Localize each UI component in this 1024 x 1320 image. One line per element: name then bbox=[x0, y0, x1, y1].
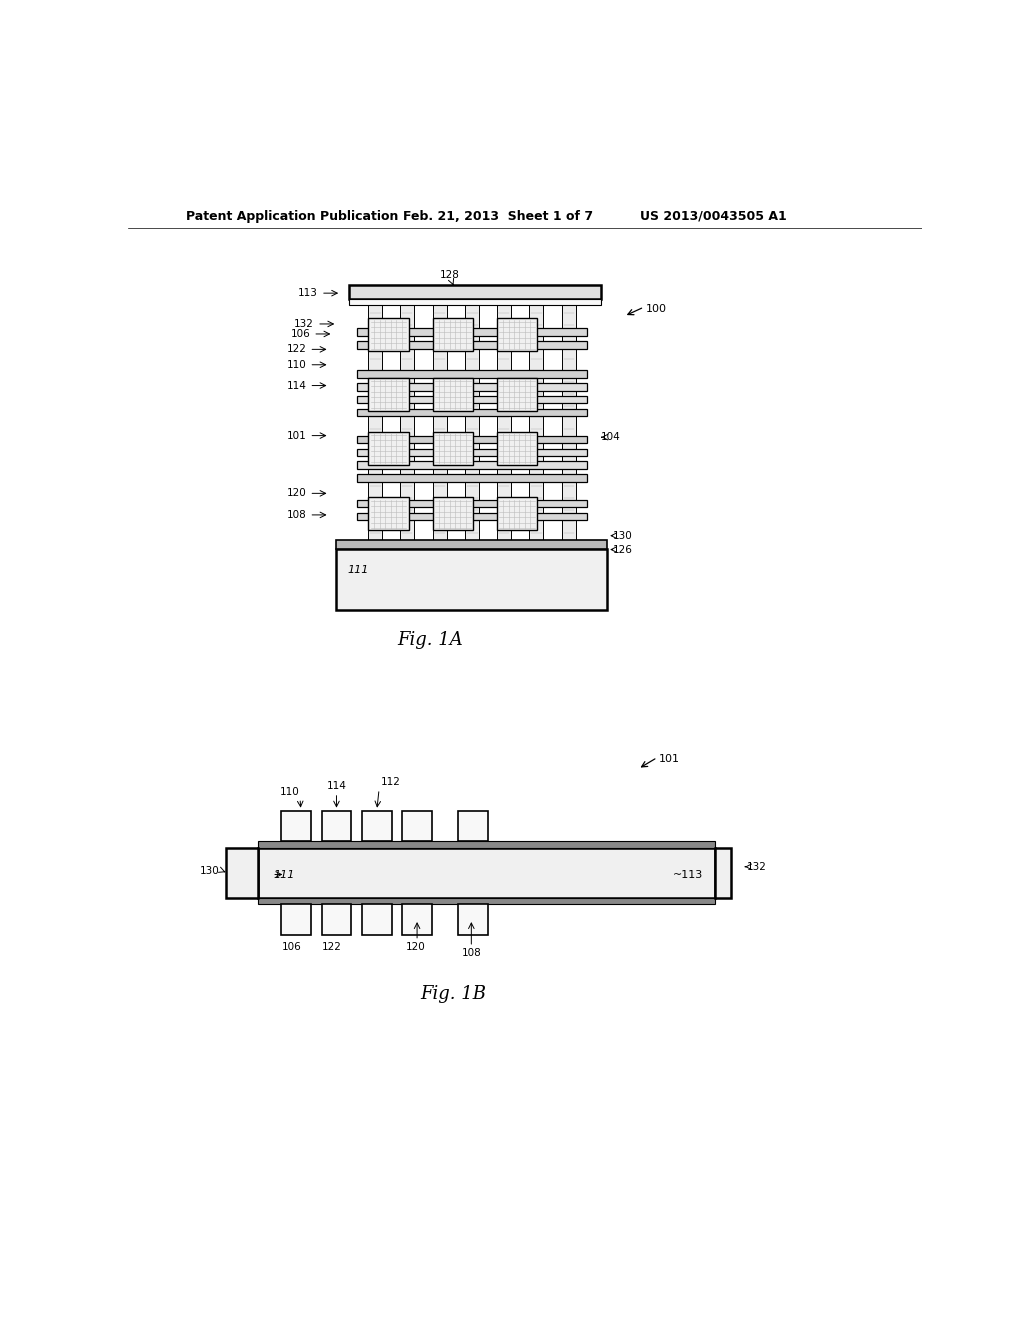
Bar bbox=[225, 847, 258, 898]
Text: 130: 130 bbox=[200, 866, 219, 875]
Bar bbox=[357, 499, 587, 507]
Bar bbox=[432, 318, 473, 351]
Bar bbox=[362, 904, 391, 935]
Bar bbox=[357, 396, 587, 404]
Bar bbox=[282, 810, 311, 841]
Text: 111: 111 bbox=[347, 565, 369, 576]
Text: 132: 132 bbox=[746, 862, 766, 871]
Bar bbox=[497, 318, 538, 351]
Bar bbox=[357, 383, 587, 391]
Text: 128: 128 bbox=[439, 271, 460, 280]
Text: 110: 110 bbox=[287, 360, 306, 370]
Bar bbox=[458, 904, 487, 935]
Bar bbox=[432, 378, 473, 411]
Text: 122: 122 bbox=[322, 942, 342, 952]
Bar bbox=[497, 432, 538, 465]
Text: US 2013/0043505 A1: US 2013/0043505 A1 bbox=[640, 210, 786, 223]
Text: ~113: ~113 bbox=[673, 870, 703, 879]
Bar bbox=[400, 305, 414, 540]
Bar bbox=[357, 409, 587, 416]
Text: Patent Application Publication: Patent Application Publication bbox=[186, 210, 398, 223]
Bar bbox=[402, 810, 432, 841]
Text: 108: 108 bbox=[287, 510, 306, 520]
Bar bbox=[369, 378, 409, 411]
Text: 114: 114 bbox=[327, 781, 346, 792]
Text: 112: 112 bbox=[381, 777, 400, 788]
Bar bbox=[357, 341, 587, 348]
Bar bbox=[529, 305, 544, 540]
Bar bbox=[349, 300, 601, 305]
Bar bbox=[432, 305, 446, 540]
Text: 111: 111 bbox=[273, 870, 295, 879]
Bar bbox=[322, 810, 351, 841]
Bar bbox=[497, 498, 538, 531]
Bar bbox=[497, 305, 511, 540]
Text: 120: 120 bbox=[407, 942, 426, 952]
Text: 132: 132 bbox=[294, 319, 314, 329]
Bar bbox=[497, 378, 538, 411]
Text: Fig. 1A: Fig. 1A bbox=[397, 631, 463, 648]
Bar bbox=[369, 432, 409, 465]
Text: 114: 114 bbox=[287, 380, 306, 391]
Bar bbox=[432, 432, 473, 465]
Bar bbox=[322, 904, 351, 935]
Bar bbox=[402, 904, 432, 935]
Text: 104: 104 bbox=[601, 432, 621, 442]
Bar bbox=[336, 540, 607, 549]
Bar bbox=[465, 305, 479, 540]
Bar bbox=[357, 449, 587, 457]
Bar bbox=[432, 498, 473, 531]
Text: 113: 113 bbox=[298, 288, 317, 298]
Bar bbox=[369, 498, 409, 531]
Text: 122: 122 bbox=[287, 345, 306, 354]
Bar bbox=[357, 474, 587, 482]
Bar bbox=[716, 847, 731, 898]
Bar bbox=[282, 904, 311, 935]
Text: 100: 100 bbox=[646, 304, 667, 314]
Text: Fig. 1B: Fig. 1B bbox=[421, 985, 486, 1003]
Bar bbox=[362, 810, 391, 841]
Bar bbox=[258, 898, 716, 904]
Text: 130: 130 bbox=[613, 531, 633, 541]
Bar bbox=[369, 305, 382, 540]
Bar bbox=[258, 847, 716, 898]
Text: Feb. 21, 2013  Sheet 1 of 7: Feb. 21, 2013 Sheet 1 of 7 bbox=[403, 210, 593, 223]
Bar bbox=[336, 549, 607, 610]
Text: 110: 110 bbox=[281, 787, 300, 797]
Text: 106: 106 bbox=[282, 942, 301, 952]
Bar bbox=[258, 841, 716, 847]
Text: 126: 126 bbox=[613, 545, 633, 554]
Text: 101: 101 bbox=[658, 754, 680, 764]
Bar bbox=[369, 318, 409, 351]
Bar bbox=[357, 370, 587, 378]
Text: 120: 120 bbox=[287, 488, 306, 499]
Bar bbox=[458, 810, 487, 841]
Bar bbox=[349, 285, 601, 300]
Bar bbox=[357, 512, 587, 520]
Bar bbox=[357, 436, 587, 444]
Text: 106: 106 bbox=[291, 329, 310, 339]
Text: 108: 108 bbox=[462, 949, 481, 958]
Bar bbox=[357, 327, 587, 335]
Text: 101: 101 bbox=[287, 430, 306, 441]
Bar bbox=[562, 305, 575, 540]
Bar bbox=[357, 461, 587, 469]
